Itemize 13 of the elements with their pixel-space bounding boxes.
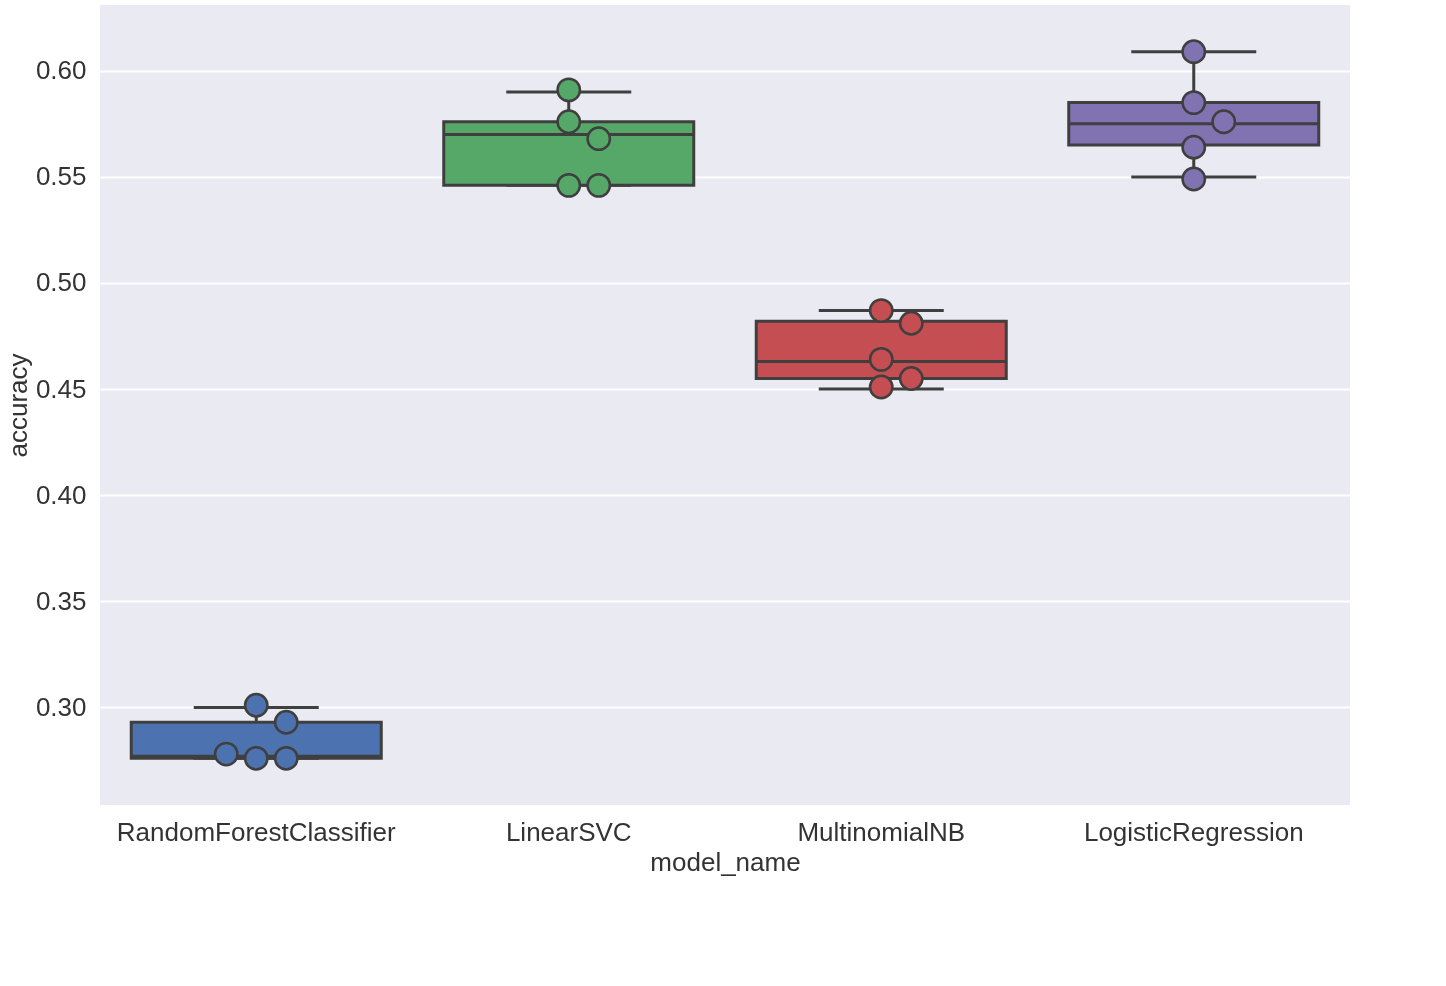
- y-tick-label: 0.60: [35, 55, 87, 86]
- x-axis-title: model_name: [650, 846, 801, 877]
- x-tick-label: LinearSVC: [505, 816, 632, 847]
- y-tick-label: 0.50: [35, 267, 87, 298]
- x-tick-label: MultinomialNB: [797, 816, 966, 847]
- y-tick-label: 0.35: [35, 585, 87, 616]
- y-tick-label: 0.30: [35, 691, 87, 722]
- y-axis-title: accuracy: [2, 353, 33, 458]
- x-tick-label: LogisticRegression: [1083, 816, 1304, 847]
- x-tick-label: RandomForestClassifier: [116, 816, 397, 847]
- y-tick-label: 0.45: [35, 373, 87, 404]
- y-tick-label: 0.55: [35, 161, 87, 192]
- y-tick-label: 0.40: [35, 479, 87, 510]
